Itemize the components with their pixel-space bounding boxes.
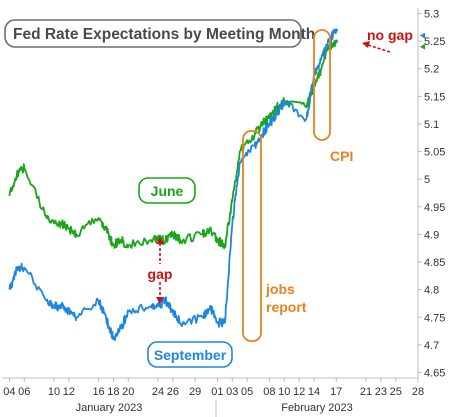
x-tick-label: 28 [412, 386, 424, 398]
month-label-february: February 2023 [281, 402, 353, 414]
x-tick-label: 16 [92, 386, 104, 398]
x-tick-label: 20 [122, 386, 134, 398]
y-tick-label: 4.65 [424, 367, 445, 379]
no-gap-arrow-head [362, 41, 370, 48]
chart-title: Fed Rate Expectations by Meeting Month [13, 26, 315, 43]
y-tick-label: 4.95 [424, 202, 445, 214]
y-tick-label: 5.1 [424, 119, 439, 131]
series-line-june [8, 40, 338, 249]
series-value-marker-september [420, 32, 425, 39]
x-tick-label: 23 [375, 386, 387, 398]
y-tick-label: 5.05 [424, 147, 445, 159]
series-layer [8, 28, 425, 341]
x-tick-label: 01 [211, 386, 223, 398]
gap-arrow-bottom-head [156, 297, 164, 304]
y-tick-label: 5.3 [424, 9, 439, 21]
y-tick-label: 5 [424, 174, 430, 186]
x-tick-label: 10 [48, 386, 60, 398]
y-tick-label: 4.9 [424, 229, 439, 241]
jobs-label: jobs [265, 281, 295, 297]
y-tick-label: 4.85 [424, 257, 445, 269]
jobs-report-highlight [242, 130, 262, 342]
series-line-september [8, 29, 338, 341]
x-tick-label: 17 [330, 386, 342, 398]
x-tick-label: 12 [293, 386, 305, 398]
x-tick-label: 10 [278, 386, 290, 398]
y-tick-label: 5.2 [424, 64, 439, 76]
y-tick-label: 5.15 [424, 91, 445, 103]
y-tick-label: 4.75 [424, 312, 445, 324]
y-tick-label: 4.7 [424, 340, 439, 352]
september-label: September [154, 347, 227, 363]
chart-title-box [4, 19, 302, 48]
y-tick-label: 4.8 [424, 285, 439, 297]
x-tick-label: 06 [18, 386, 30, 398]
no-gap-arrow-shaft [367, 44, 391, 53]
x-tick-label: 18 [107, 386, 119, 398]
x-tick-label: 25 [390, 386, 402, 398]
x-tick-label: 21 [360, 386, 372, 398]
cpi-highlight [313, 29, 331, 141]
series-end-point-june [334, 39, 338, 43]
x-tick-label: 08 [263, 386, 275, 398]
x-tick-label: 04 [3, 386, 15, 398]
june-label-box [138, 177, 196, 204]
june-label: June [151, 183, 184, 199]
report-label: report [266, 299, 307, 315]
month-label-january: January 2023 [76, 402, 143, 414]
no-gap-label: no gap [367, 27, 413, 43]
y-tick-label: 5.25 [424, 36, 445, 48]
gap-arrow-top-head [156, 237, 164, 244]
september-label-box [147, 341, 233, 368]
cpi-label: CPI [330, 148, 353, 164]
gap-label: gap [148, 266, 173, 282]
x-tick-label: 24 [152, 386, 164, 398]
axes-layer: 4.65 4.7 4.75 4.8 4.85 4.9 4.95 5 5.05 5.1 5.15 5.2… [2, 8, 445, 417]
series-end-point-september [334, 28, 338, 32]
x-tick-label: 26 [167, 386, 179, 398]
x-tick-label: 29 [189, 386, 201, 398]
x-tick-label: 03 [226, 386, 238, 398]
x-tick-label: 05 [241, 386, 253, 398]
x-tick-label: 14 [308, 386, 320, 398]
annotation-layer: Fed Rate Expectations by Meeting Month Ju… [4, 19, 413, 368]
series-value-marker-june [420, 43, 425, 50]
x-tick-label: 12 [63, 386, 75, 398]
